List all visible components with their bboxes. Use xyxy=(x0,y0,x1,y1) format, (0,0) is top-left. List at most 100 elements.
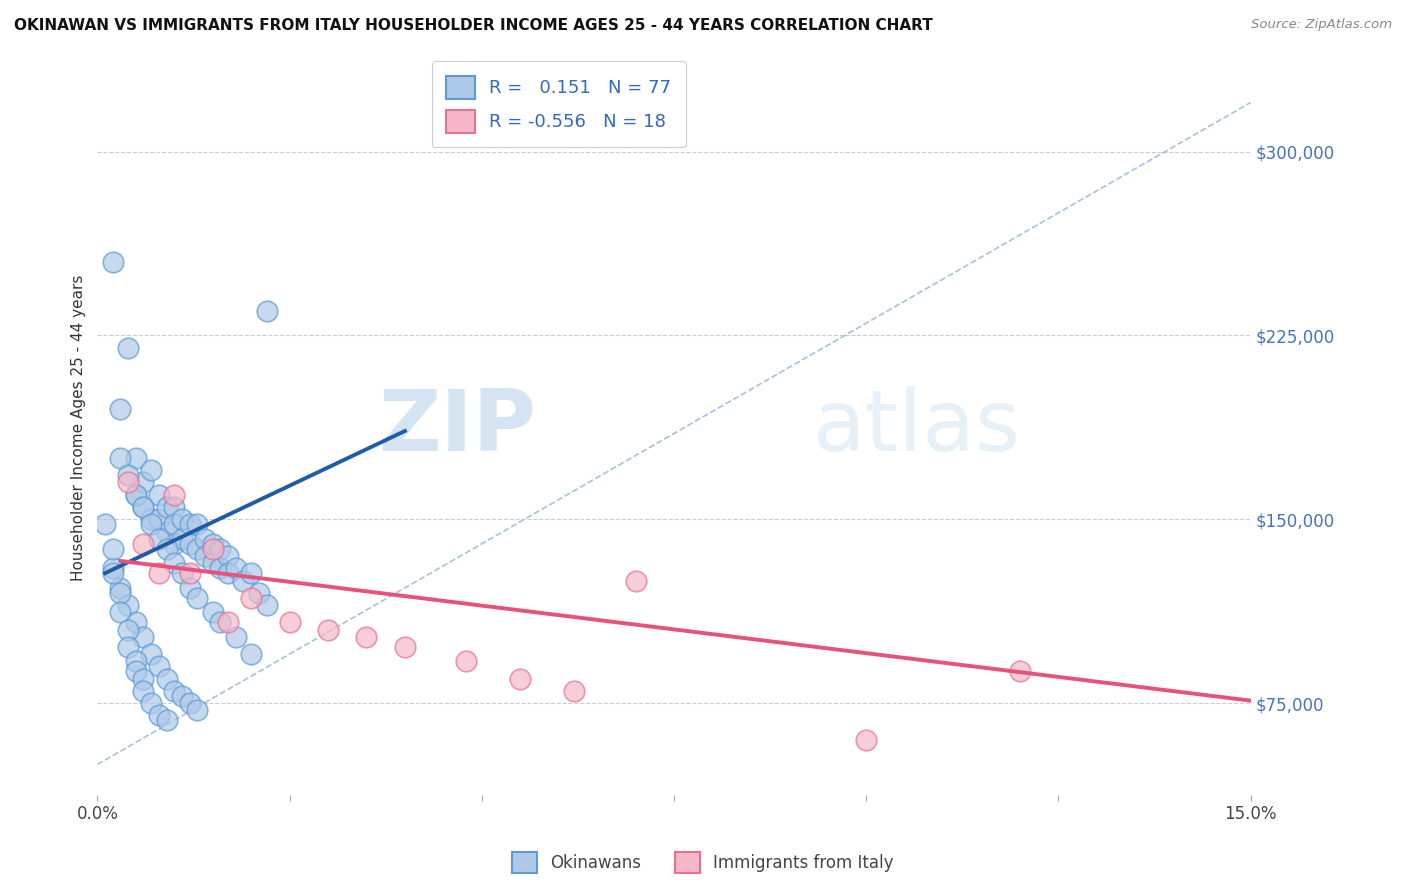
Point xyxy=(110,450,132,465)
Point xyxy=(278,615,301,630)
Text: Source: ZipAtlas.com: Source: ZipAtlas.com xyxy=(1251,18,1392,31)
Point xyxy=(117,341,139,355)
Legend: R =   0.151   N = 77, R = -0.556   N = 18: R = 0.151 N = 77, R = -0.556 N = 18 xyxy=(432,62,686,147)
Point xyxy=(170,566,193,581)
Point xyxy=(141,647,163,661)
Point xyxy=(94,517,117,532)
Point xyxy=(170,689,193,703)
Point xyxy=(217,549,239,563)
Point xyxy=(240,647,263,661)
Point xyxy=(456,655,478,669)
Point xyxy=(141,512,163,526)
Point xyxy=(209,615,232,630)
Point xyxy=(179,537,201,551)
Point xyxy=(117,475,139,490)
Point xyxy=(148,708,170,723)
Point xyxy=(201,557,224,571)
Point xyxy=(194,549,217,563)
Point xyxy=(316,623,339,637)
Point xyxy=(855,732,877,747)
Point xyxy=(256,304,278,318)
Point xyxy=(186,591,208,605)
Point xyxy=(125,655,148,669)
Point xyxy=(163,537,186,551)
Point xyxy=(148,659,170,673)
Point xyxy=(110,586,132,600)
Point xyxy=(562,684,585,698)
Point xyxy=(148,488,170,502)
Point xyxy=(179,517,201,532)
Point xyxy=(132,475,155,490)
Point xyxy=(110,581,132,595)
Point xyxy=(170,512,193,526)
Point xyxy=(155,541,177,556)
Point xyxy=(155,714,177,728)
Point xyxy=(148,566,170,581)
Point xyxy=(163,517,186,532)
Point xyxy=(132,630,155,644)
Point xyxy=(125,450,148,465)
Point xyxy=(179,696,201,710)
Point xyxy=(110,606,132,620)
Point xyxy=(155,500,177,514)
Text: ZIP: ZIP xyxy=(378,386,536,469)
Point xyxy=(117,623,139,637)
Point xyxy=(247,586,270,600)
Point xyxy=(232,574,254,588)
Point xyxy=(217,566,239,581)
Point xyxy=(209,541,232,556)
Point xyxy=(240,591,263,605)
Point xyxy=(148,512,170,526)
Point xyxy=(132,500,155,514)
Point xyxy=(117,640,139,654)
Point xyxy=(186,704,208,718)
Point xyxy=(356,630,378,644)
Point xyxy=(125,665,148,679)
Point xyxy=(141,696,163,710)
Point xyxy=(201,606,224,620)
Legend: Okinawans, Immigrants from Italy: Okinawans, Immigrants from Italy xyxy=(506,846,900,880)
Point xyxy=(225,630,247,644)
Point xyxy=(141,463,163,477)
Point xyxy=(155,672,177,686)
Point xyxy=(110,401,132,416)
Point xyxy=(132,537,155,551)
Point xyxy=(163,557,186,571)
Text: atlas: atlas xyxy=(813,386,1021,469)
Point xyxy=(101,566,124,581)
Point xyxy=(125,488,148,502)
Point xyxy=(117,468,139,483)
Point xyxy=(201,541,224,556)
Point xyxy=(256,598,278,612)
Point xyxy=(186,517,208,532)
Point xyxy=(186,541,208,556)
Point xyxy=(132,672,155,686)
Point xyxy=(163,500,186,514)
Point xyxy=(217,615,239,630)
Point xyxy=(209,561,232,575)
Point xyxy=(155,524,177,539)
Point xyxy=(101,255,124,269)
Point xyxy=(117,598,139,612)
Point xyxy=(101,561,124,575)
Point xyxy=(1008,665,1031,679)
Point xyxy=(624,574,647,588)
Point xyxy=(240,566,263,581)
Point xyxy=(225,561,247,575)
Point xyxy=(194,532,217,546)
Point xyxy=(132,500,155,514)
Point xyxy=(509,672,531,686)
Point xyxy=(201,537,224,551)
Point xyxy=(125,488,148,502)
Y-axis label: Householder Income Ages 25 - 44 years: Householder Income Ages 25 - 44 years xyxy=(72,274,86,581)
Point xyxy=(101,541,124,556)
Point xyxy=(163,488,186,502)
Point xyxy=(132,684,155,698)
Point xyxy=(179,566,201,581)
Point xyxy=(125,615,148,630)
Point xyxy=(394,640,416,654)
Point xyxy=(141,517,163,532)
Text: OKINAWAN VS IMMIGRANTS FROM ITALY HOUSEHOLDER INCOME AGES 25 - 44 YEARS CORRELAT: OKINAWAN VS IMMIGRANTS FROM ITALY HOUSEH… xyxy=(14,18,932,33)
Point xyxy=(148,532,170,546)
Point xyxy=(163,684,186,698)
